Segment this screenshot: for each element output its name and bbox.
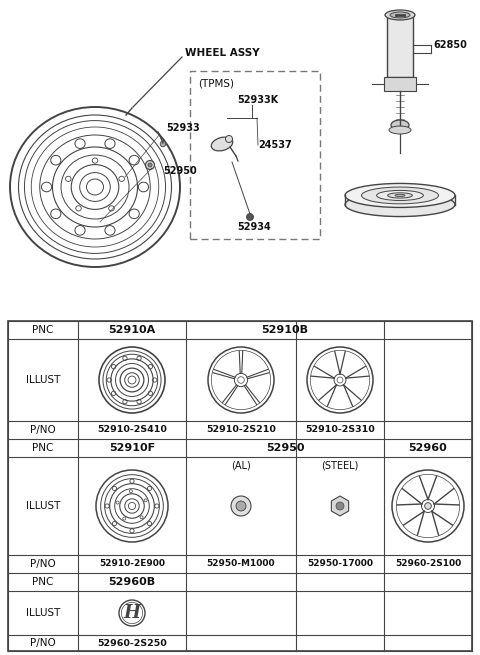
Bar	[387, 15, 413, 77]
Text: P/NO: P/NO	[30, 559, 56, 569]
Text: 52950-M1000: 52950-M1000	[207, 559, 276, 569]
Circle shape	[148, 163, 152, 167]
Text: ILLUST: ILLUST	[26, 375, 60, 385]
Ellipse shape	[389, 126, 411, 134]
Text: PNC: PNC	[32, 443, 54, 453]
Text: 52910A: 52910A	[108, 325, 156, 335]
Ellipse shape	[391, 120, 409, 130]
Ellipse shape	[385, 10, 415, 20]
Circle shape	[145, 160, 155, 170]
Text: 52910B: 52910B	[262, 325, 309, 335]
Bar	[190, 71, 320, 239]
Text: 52910F: 52910F	[109, 443, 155, 453]
Text: PNC: PNC	[32, 325, 54, 335]
Text: 52950: 52950	[266, 443, 304, 453]
Ellipse shape	[390, 12, 410, 18]
Text: 52910-2S310: 52910-2S310	[305, 426, 375, 434]
Ellipse shape	[211, 137, 233, 151]
Circle shape	[160, 141, 166, 147]
Bar	[8, 321, 472, 651]
Text: (AL): (AL)	[231, 461, 251, 471]
Text: 52960-2S250: 52960-2S250	[97, 639, 167, 648]
Text: (TPMS): (TPMS)	[198, 79, 234, 89]
Circle shape	[247, 214, 253, 221]
Text: 24537: 24537	[258, 140, 292, 150]
Text: 52960B: 52960B	[108, 577, 156, 587]
Text: 52910-2S410: 52910-2S410	[97, 426, 167, 434]
Ellipse shape	[395, 195, 405, 196]
Circle shape	[336, 502, 344, 510]
Text: 62850: 62850	[433, 40, 467, 50]
Text: H: H	[123, 604, 141, 622]
Text: PNC: PNC	[32, 577, 54, 587]
Bar	[296, 322, 297, 339]
Text: 52960: 52960	[408, 443, 447, 453]
Circle shape	[231, 496, 251, 516]
Text: P/NO: P/NO	[30, 638, 56, 648]
Ellipse shape	[361, 187, 439, 204]
Text: WHEEL ASSY: WHEEL ASSY	[185, 48, 260, 58]
Ellipse shape	[345, 183, 455, 208]
Text: P/NO: P/NO	[30, 425, 56, 435]
Text: ILLUST: ILLUST	[26, 501, 60, 511]
Text: 52950: 52950	[163, 166, 197, 176]
Text: 52950-17000: 52950-17000	[307, 559, 373, 569]
Text: 52933: 52933	[166, 123, 200, 133]
Text: 52960-2S100: 52960-2S100	[395, 559, 461, 569]
Text: 52910-2E900: 52910-2E900	[99, 559, 165, 569]
Ellipse shape	[345, 193, 455, 217]
Text: 52934: 52934	[237, 222, 271, 232]
Circle shape	[236, 501, 246, 511]
Bar	[384, 77, 416, 91]
Circle shape	[226, 136, 232, 143]
Text: ILLUST: ILLUST	[26, 608, 60, 618]
Circle shape	[425, 503, 431, 509]
Bar	[296, 440, 297, 457]
Ellipse shape	[388, 193, 412, 198]
Text: 52933K: 52933K	[237, 95, 278, 105]
Polygon shape	[331, 496, 348, 516]
Text: (STEEL): (STEEL)	[321, 461, 359, 471]
Text: 52910-2S210: 52910-2S210	[206, 426, 276, 434]
Ellipse shape	[377, 191, 423, 200]
